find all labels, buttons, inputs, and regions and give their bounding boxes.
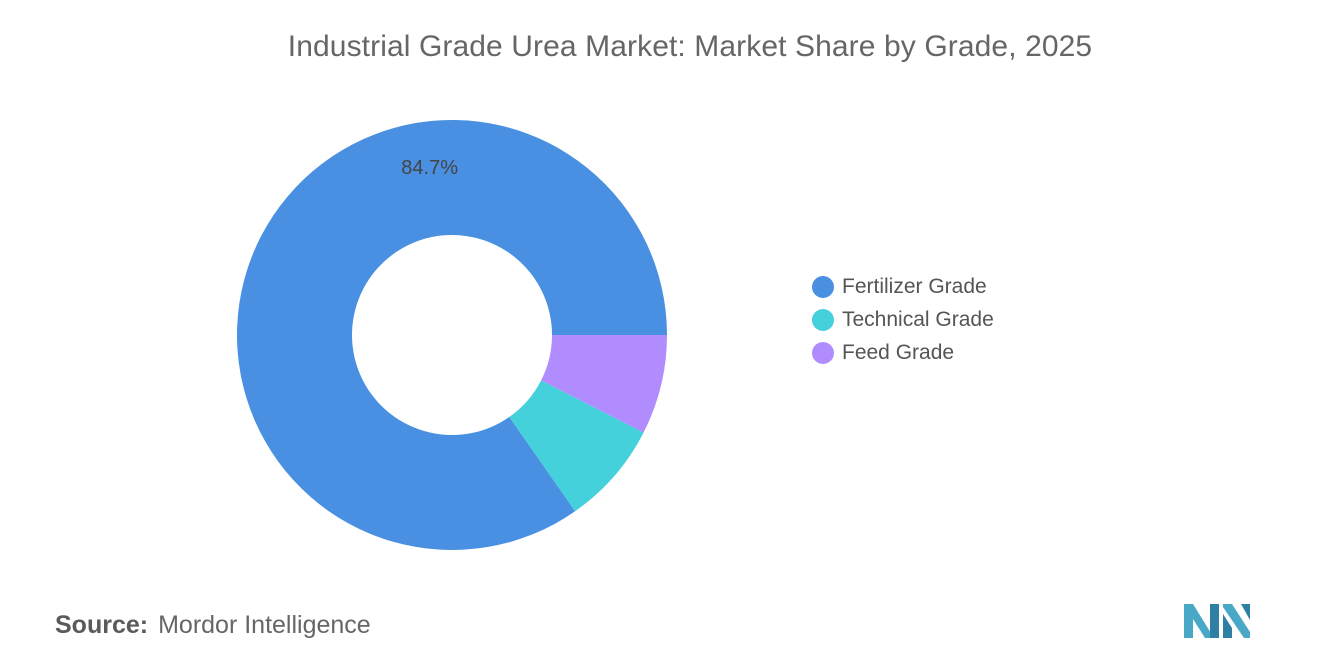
data-label-fertilizer-grade: 84.7% [401,157,458,179]
source-value: Mordor Intelligence [158,611,371,639]
legend-label: Technical Grade [842,307,994,331]
mordor-intelligence-logo-icon [1184,604,1250,638]
source-label: Source: [55,611,149,639]
legend-label: Feed Grade [842,340,955,364]
donut-slice-fertilizer-grade [237,119,667,550]
legend-item: Feed Grade [812,336,994,369]
legend-swatch [812,308,834,331]
donut-slice-feed-grade [541,335,667,433]
legend-item: Fertilizer Grade [812,270,994,303]
legend-label: Fertilizer Grade [842,274,987,298]
chart-legend: Fertilizer Grade Technical Grade Feed Grad… [812,270,994,369]
legend-swatch [812,341,834,364]
legend-swatch [812,275,834,298]
source-note: Source: Mordor Intelligence [55,611,371,640]
donut-slice-technical-grade [509,380,644,512]
legend-item: Technical Grade [812,303,994,336]
chart-title: Industrial Grade Urea Market: Market Sha… [287,30,1093,63]
